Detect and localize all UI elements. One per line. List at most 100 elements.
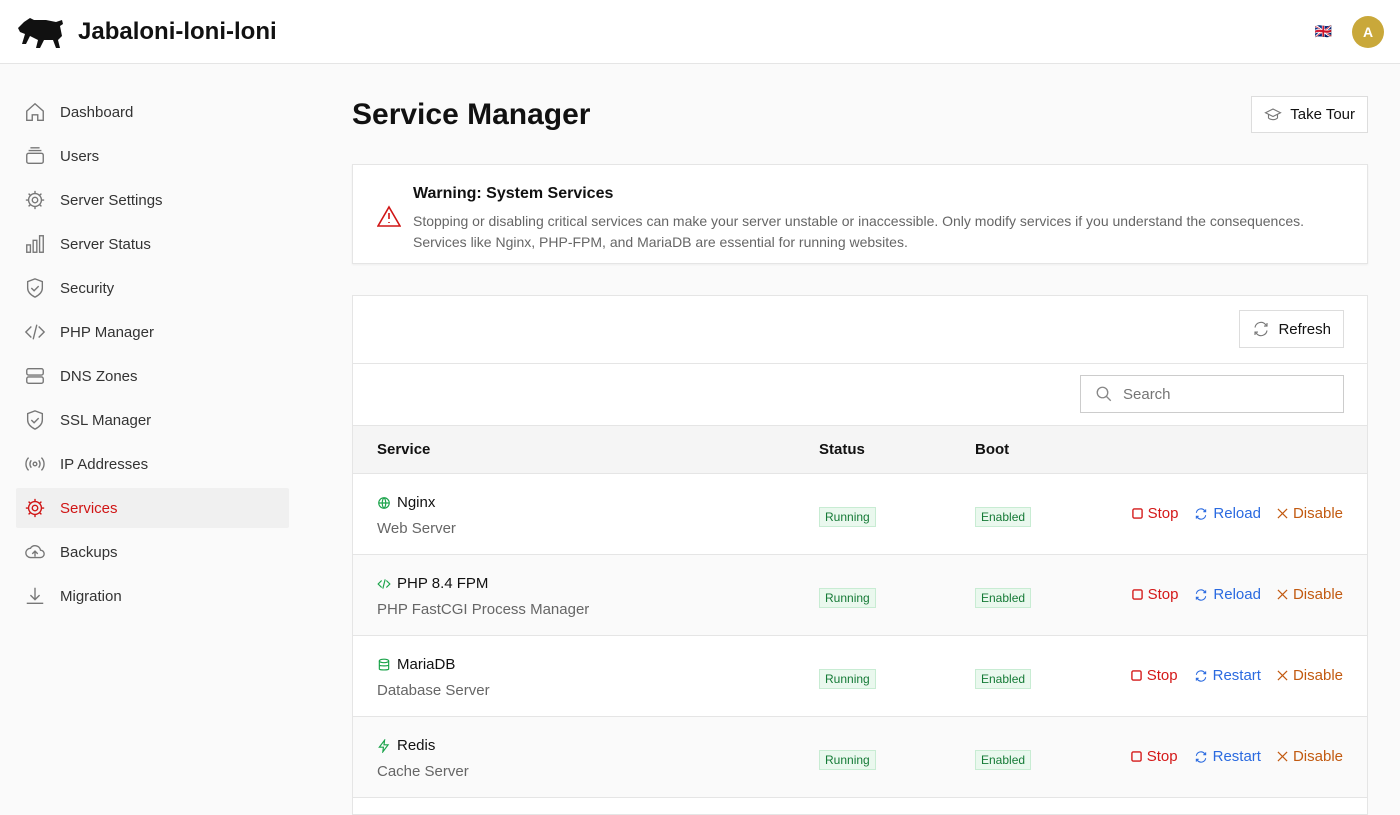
disable-label: Disable bbox=[1292, 667, 1343, 684]
stop-icon bbox=[1130, 670, 1142, 681]
sidebar-item-php-manager[interactable]: PHP Manager bbox=[16, 312, 289, 352]
sidebar-item-ssl-manager[interactable]: SSL Manager bbox=[16, 400, 289, 440]
table-row: MariaDB Database Server Running Enabled … bbox=[353, 636, 1367, 717]
brand[interactable]: Jabaloni-loni-loni bbox=[16, 14, 277, 50]
bar-chart-icon bbox=[26, 235, 44, 253]
sidebar-item-label: SSL Manager bbox=[60, 411, 152, 429]
table-row: PHP 8.4 FPM PHP FastCGI Process Manager … bbox=[353, 555, 1367, 636]
column-status[interactable]: Status bbox=[819, 441, 865, 458]
refresh-icon bbox=[1195, 750, 1206, 763]
stop-button[interactable]: Stop bbox=[1130, 748, 1178, 765]
stop-button[interactable]: Stop bbox=[1131, 505, 1178, 522]
take-tour-label: Take Tour bbox=[1290, 106, 1355, 123]
warning-triangle-icon bbox=[377, 205, 401, 227]
refresh-icon bbox=[1254, 321, 1269, 337]
stop-icon bbox=[1131, 508, 1143, 519]
stop-icon bbox=[1130, 751, 1142, 762]
table-row: Redis Cache Server Running Enabled Stop … bbox=[353, 717, 1367, 798]
search-field[interactable] bbox=[1080, 375, 1344, 413]
services-card: Refresh Service Status Boot Nginx Web Se… bbox=[352, 295, 1368, 815]
service-name: Nginx bbox=[397, 494, 436, 511]
warning-title: Warning: System Services bbox=[413, 185, 614, 202]
table-row: Nginx Web Server Running Enabled Stop Re… bbox=[353, 474, 1367, 555]
users-icon bbox=[26, 147, 44, 165]
server-icon bbox=[26, 367, 44, 385]
sidebar-item-ip-addresses[interactable]: IP Addresses bbox=[16, 444, 289, 484]
download-icon bbox=[26, 587, 44, 605]
disable-label: Disable bbox=[1292, 748, 1343, 765]
service-description: PHP FastCGI Process Manager bbox=[377, 601, 590, 618]
sidebar-item-dashboard[interactable]: Dashboard bbox=[16, 92, 289, 132]
shield-icon bbox=[26, 278, 44, 298]
stop-label: Stop bbox=[1146, 667, 1178, 684]
service-name: PHP 8.4 FPM bbox=[397, 575, 489, 592]
page-title: Service Manager bbox=[352, 98, 591, 131]
stop-button[interactable]: Stop bbox=[1130, 667, 1178, 684]
disable-button[interactable]: Disable bbox=[1277, 586, 1343, 603]
boot-badge: Enabled bbox=[975, 507, 1032, 527]
gear-icon bbox=[25, 190, 45, 210]
service-name: Redis bbox=[397, 737, 436, 754]
bolt-icon bbox=[378, 738, 390, 753]
stop-icon bbox=[1131, 589, 1143, 600]
cloud-upload-icon bbox=[25, 545, 45, 559]
disable-button[interactable]: Disable bbox=[1277, 748, 1343, 765]
search-icon bbox=[1096, 386, 1112, 402]
reload-button[interactable]: Reload bbox=[1194, 505, 1261, 522]
table-header: Service Status Boot bbox=[353, 425, 1367, 474]
top-header: Jabaloni-loni-loni 🇬🇧 A bbox=[0, 0, 1400, 64]
column-boot[interactable]: Boot bbox=[975, 441, 1010, 458]
sidebar-item-label: PHP Manager bbox=[60, 323, 154, 341]
warning-text: Stopping or disabling critical services … bbox=[413, 213, 1304, 250]
search-input[interactable] bbox=[1123, 385, 1323, 403]
sidebar-item-label: IP Addresses bbox=[60, 455, 149, 473]
sidebar-item-label: Backups bbox=[60, 543, 118, 561]
close-icon bbox=[1277, 670, 1288, 681]
close-icon bbox=[1277, 589, 1288, 600]
sidebar: Dashboard Users Server Settings Server Stat… bbox=[16, 92, 289, 620]
refresh-button[interactable]: Refresh bbox=[1239, 310, 1344, 348]
sidebar-item-security[interactable]: Security bbox=[16, 268, 289, 308]
boar-logo-icon bbox=[18, 17, 63, 48]
service-description: Web Server bbox=[377, 520, 456, 537]
status-badge: Running bbox=[819, 669, 876, 689]
reload-label: Reload bbox=[1213, 505, 1261, 522]
gear-icon bbox=[25, 498, 45, 518]
sidebar-item-services[interactable]: Services bbox=[16, 488, 289, 528]
restart-button[interactable]: Restart bbox=[1194, 748, 1261, 765]
language-flag[interactable]: 🇬🇧 bbox=[1314, 23, 1332, 39]
shield-check-icon bbox=[26, 410, 44, 430]
disable-label: Disable bbox=[1292, 505, 1343, 522]
close-icon bbox=[1277, 751, 1288, 762]
disable-button[interactable]: Disable bbox=[1277, 667, 1343, 684]
service-name: MariaDB bbox=[397, 656, 456, 673]
column-service[interactable]: Service bbox=[377, 441, 431, 458]
boot-badge: Enabled bbox=[975, 750, 1032, 770]
take-tour-button[interactable]: Take Tour bbox=[1251, 96, 1368, 133]
sidebar-item-label: Migration bbox=[60, 587, 122, 605]
sidebar-item-label: Server Settings bbox=[60, 191, 163, 209]
sidebar-item-server-status[interactable]: Server Status bbox=[16, 224, 289, 264]
home-icon bbox=[26, 102, 44, 121]
sidebar-item-backups[interactable]: Backups bbox=[16, 532, 289, 572]
broadcast-icon bbox=[25, 457, 45, 471]
sidebar-item-migration[interactable]: Migration bbox=[16, 576, 289, 616]
disable-button[interactable]: Disable bbox=[1277, 505, 1343, 522]
database-icon bbox=[378, 658, 390, 671]
close-icon bbox=[1277, 508, 1288, 519]
stop-button[interactable]: Stop bbox=[1131, 586, 1178, 603]
sidebar-item-users[interactable]: Users bbox=[16, 136, 289, 176]
avatar[interactable]: A bbox=[1352, 15, 1384, 48]
code-icon bbox=[24, 324, 46, 340]
reload-button[interactable]: Reload bbox=[1194, 586, 1261, 603]
sidebar-item-server-settings[interactable]: Server Settings bbox=[16, 180, 289, 220]
service-description: Cache Server bbox=[377, 763, 469, 780]
reload-label: Reload bbox=[1213, 586, 1261, 603]
restart-button[interactable]: Restart bbox=[1194, 667, 1261, 684]
sidebar-item-dns-zones[interactable]: DNS Zones bbox=[16, 356, 289, 396]
code-icon bbox=[377, 578, 391, 589]
globe-icon bbox=[378, 496, 390, 509]
sidebar-item-label: Server Status bbox=[60, 235, 151, 253]
warning-alert: Warning: System Services Stopping or dis… bbox=[352, 164, 1368, 264]
status-badge: Running bbox=[819, 507, 876, 527]
